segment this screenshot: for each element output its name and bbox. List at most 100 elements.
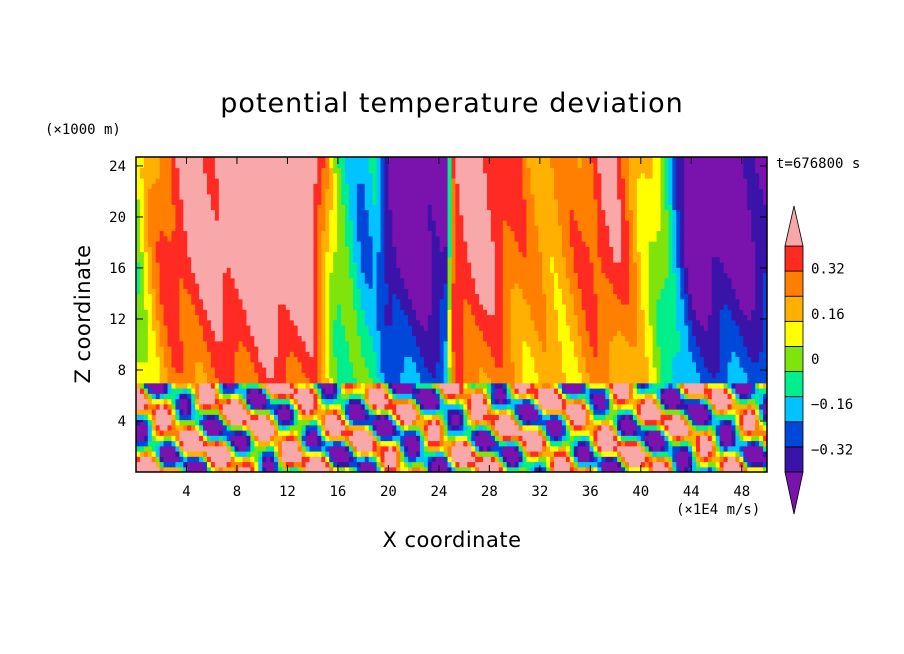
field-cell bbox=[715, 435, 721, 442]
field-cell bbox=[143, 199, 149, 205]
field-cell bbox=[719, 325, 740, 331]
field-cell bbox=[364, 183, 374, 190]
field-cell bbox=[171, 351, 184, 358]
field-cell bbox=[593, 283, 614, 289]
field-cell bbox=[463, 319, 476, 326]
field-cell bbox=[333, 388, 338, 394]
field-cell bbox=[179, 403, 188, 410]
field-cell bbox=[155, 246, 188, 253]
field-cell bbox=[285, 361, 303, 368]
field-cell bbox=[317, 172, 322, 179]
field-cell bbox=[613, 283, 630, 289]
field-cell bbox=[680, 414, 685, 421]
field-cell bbox=[735, 293, 756, 300]
field-cell bbox=[345, 409, 350, 415]
field-cell bbox=[313, 346, 319, 352]
field-cell bbox=[609, 225, 622, 232]
field-cell bbox=[416, 340, 441, 347]
field-cell bbox=[396, 445, 401, 452]
field-cell bbox=[672, 377, 701, 384]
field-cell bbox=[640, 293, 650, 300]
field-cell bbox=[581, 157, 591, 163]
field-cell bbox=[443, 377, 449, 384]
field-cell bbox=[289, 398, 295, 405]
field-cell bbox=[143, 283, 149, 289]
field-cell bbox=[234, 456, 244, 463]
field-cell bbox=[617, 183, 626, 190]
field-cell bbox=[380, 409, 389, 415]
field-cell bbox=[187, 409, 192, 415]
field-cell bbox=[486, 372, 516, 379]
field-cell bbox=[333, 330, 346, 337]
field-cell bbox=[439, 235, 449, 242]
field-cell bbox=[636, 330, 646, 337]
field-cell bbox=[672, 225, 677, 232]
field-cell bbox=[384, 388, 389, 394]
field-cell bbox=[368, 220, 382, 226]
field-cell bbox=[751, 461, 764, 468]
field-cell bbox=[609, 351, 646, 358]
field-cell bbox=[372, 267, 378, 274]
field-cell bbox=[676, 241, 681, 247]
field-cell bbox=[435, 372, 445, 379]
field-cell bbox=[613, 288, 630, 295]
field-cell bbox=[147, 214, 177, 221]
colorbar-extend-max bbox=[784, 205, 804, 247]
field-cell bbox=[672, 246, 677, 253]
field-cell bbox=[147, 451, 153, 457]
colorbar: 0.320.160−0.16−0.32 bbox=[784, 205, 853, 515]
field-cell bbox=[593, 172, 602, 179]
field-cell bbox=[554, 193, 595, 200]
field-cell bbox=[668, 157, 673, 163]
field-cell bbox=[179, 393, 188, 400]
field-cell bbox=[565, 393, 571, 400]
field-cell bbox=[763, 272, 767, 279]
field-cell bbox=[147, 272, 153, 279]
field-cell bbox=[613, 393, 618, 400]
field-cell bbox=[199, 393, 216, 400]
field-cell bbox=[364, 393, 370, 400]
field-cell bbox=[321, 351, 326, 358]
field-cell bbox=[593, 440, 599, 447]
field-cell bbox=[329, 372, 338, 379]
field-cell bbox=[526, 388, 539, 394]
field-cell bbox=[490, 430, 496, 436]
field-cell bbox=[621, 414, 626, 421]
field-cell bbox=[479, 298, 496, 305]
field-cell bbox=[400, 372, 421, 379]
field-cell bbox=[644, 172, 654, 179]
field-cell bbox=[337, 409, 342, 415]
field-cell bbox=[203, 461, 208, 468]
field-cell bbox=[360, 256, 374, 263]
field-cell bbox=[392, 424, 397, 431]
field-cell bbox=[676, 283, 681, 289]
field-cell bbox=[640, 288, 650, 295]
field-cell bbox=[317, 388, 322, 394]
field-cell bbox=[625, 456, 646, 463]
field-cell bbox=[136, 424, 149, 431]
field-cell bbox=[175, 393, 180, 400]
field-cell bbox=[510, 340, 524, 347]
field-cell bbox=[356, 382, 362, 389]
field-cell bbox=[352, 372, 370, 379]
field-cell bbox=[329, 309, 338, 316]
field-cell bbox=[329, 209, 338, 216]
field-cell bbox=[226, 424, 232, 431]
field-cell bbox=[352, 277, 358, 284]
field-cell bbox=[139, 388, 145, 394]
field-cell bbox=[136, 172, 141, 179]
field-cell bbox=[522, 172, 531, 179]
field-cell bbox=[404, 461, 409, 468]
field-cell bbox=[727, 272, 756, 279]
field-cell bbox=[644, 325, 654, 331]
field-cell bbox=[636, 241, 650, 247]
field-cell bbox=[348, 193, 358, 200]
field-cell bbox=[163, 430, 180, 436]
field-cell bbox=[447, 314, 453, 321]
field-cell bbox=[755, 414, 760, 421]
field-cell bbox=[660, 409, 666, 415]
field-cell bbox=[317, 367, 322, 373]
field-cell bbox=[711, 298, 740, 305]
field-cell bbox=[203, 367, 216, 373]
field-cell bbox=[329, 167, 334, 174]
